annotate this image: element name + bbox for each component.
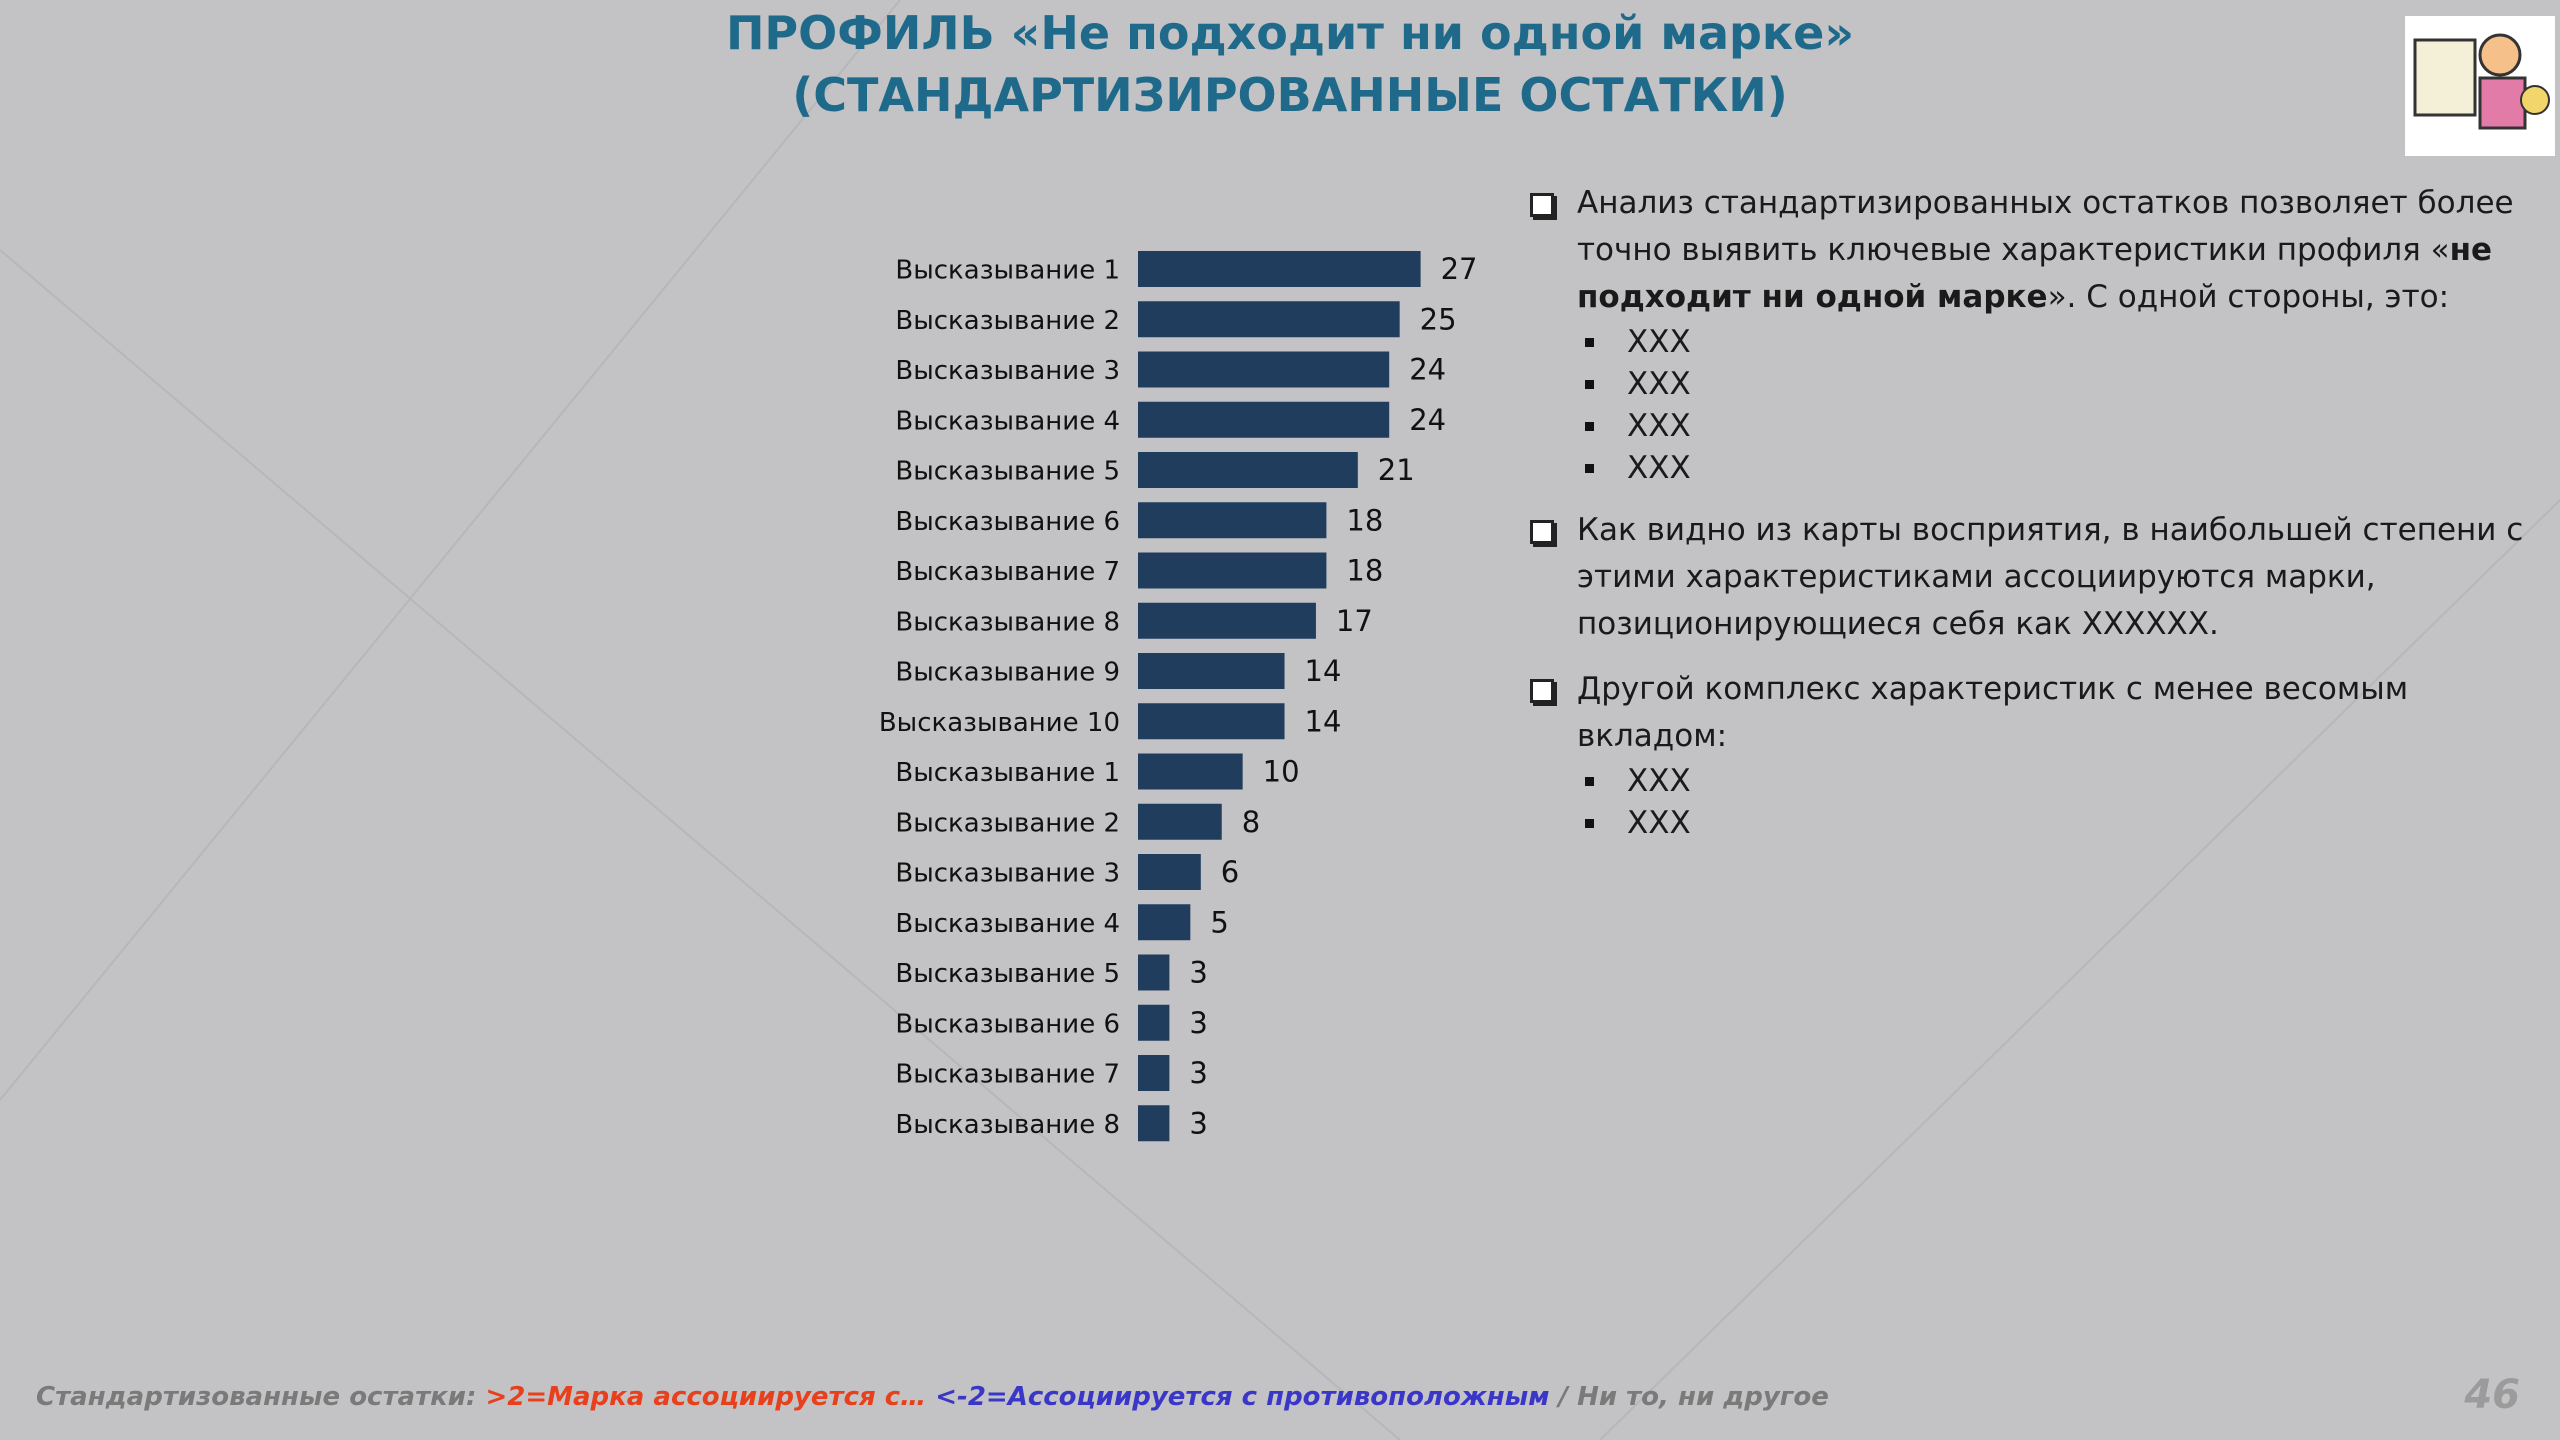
value-label: 14 (1305, 704, 1342, 738)
bar (1138, 452, 1358, 488)
bullet: Анализ стандартизированных остатков позв… (1530, 180, 2540, 489)
checkbox (1530, 520, 1554, 544)
category-label: Высказывание 1 (895, 758, 1120, 788)
value-label: 10 (1263, 755, 1300, 789)
footer-text: Стандартизованные остатки: (36, 1382, 486, 1412)
bullet-text: Другой комплекс характеристик с менее ве… (1577, 671, 2409, 754)
category-label: Высказывание 4 (895, 909, 1120, 939)
title-line: ПРОФИЛЬ «Не подходит ни одной марке» (725, 6, 1855, 60)
category-label: Высказывание 1 (895, 256, 1120, 286)
value-label: 3 (1189, 1106, 1207, 1140)
category-label: Высказывание 3 (895, 356, 1120, 386)
bar (1138, 954, 1170, 991)
value-label: 25 (1420, 302, 1457, 336)
bar (1138, 552, 1327, 589)
value-label: 17 (1336, 604, 1373, 638)
footer-text: <-2=Ассоциируется с противоположным (935, 1382, 1550, 1412)
category-label: Высказывание 9 (895, 658, 1120, 688)
category-label: Высказывание 8 (895, 607, 1120, 637)
value-label: 3 (1189, 1006, 1207, 1040)
bullet: Как видно из карты восприятия, в наиболь… (1530, 507, 2540, 648)
category-label: Высказывание 4 (895, 406, 1120, 436)
category-label: Высказывание 7 (895, 1060, 1120, 1090)
category-label: Высказывание 2 (895, 808, 1120, 838)
sub-item: XXX (1577, 447, 2540, 489)
bar (1138, 1055, 1170, 1091)
value-label: 27 (1441, 252, 1478, 286)
page-number: 46 (2464, 1372, 2520, 1418)
bullet-text: ». С одной стороны, это: (2047, 279, 2450, 315)
cartoon (2405, 16, 2555, 156)
category-label: Высказывание 8 (895, 1110, 1120, 1140)
sub-item: XXX (1577, 760, 2540, 802)
bar (1138, 753, 1243, 790)
sub-item: XXX (1577, 802, 2540, 844)
checkbox (1530, 193, 1554, 217)
bar (1138, 1105, 1170, 1142)
footer-text: >2=Марка ассоциируется с… (485, 1382, 927, 1412)
bar (1138, 251, 1421, 287)
sub-item: XXX (1577, 405, 2540, 447)
bullet-text: Анализ стандартизированных остатков позв… (1577, 185, 2514, 268)
bar (1138, 401, 1390, 438)
value-label: 21 (1378, 453, 1415, 487)
value-label: 3 (1189, 956, 1207, 990)
category-label: Высказывание 6 (895, 1009, 1120, 1039)
bar (1138, 502, 1327, 539)
value-label: 24 (1409, 403, 1446, 437)
category-label: Высказывание 5 (895, 959, 1120, 989)
bar (1138, 653, 1285, 689)
checkbox (1530, 679, 1554, 703)
category-label: Высказывание 6 (895, 507, 1120, 537)
bar (1138, 351, 1390, 388)
value-label: 18 (1346, 554, 1383, 588)
value-label: 24 (1409, 353, 1446, 387)
value-label: 3 (1189, 1056, 1207, 1090)
sub-item: XXX (1577, 321, 2540, 363)
bar (1138, 904, 1191, 941)
value-label: 6 (1221, 855, 1239, 889)
bar (1138, 854, 1201, 890)
bar (1138, 301, 1400, 338)
bullet-text: Как видно из карты восприятия, в наиболь… (1577, 512, 2524, 642)
bullet: Другой комплекс характеристик с менее ве… (1530, 666, 2540, 844)
text-panel: Анализ стандартизированных остатков позв… (1530, 180, 2540, 862)
bar (1138, 703, 1285, 740)
value-label: 14 (1305, 654, 1342, 688)
value-label: 18 (1346, 503, 1383, 537)
bar (1138, 803, 1222, 840)
bullet-text: не подходит ни одной марке (1577, 232, 2493, 315)
sub-item: XXX (1577, 363, 2540, 405)
value-label: 5 (1210, 905, 1228, 939)
category-label: Высказывание 7 (895, 557, 1120, 587)
title-line: (СТАНДАРТИЗИРОВАННЫЕ ОСТАТКИ) (792, 68, 1788, 122)
category-label: Высказывание 5 (895, 457, 1120, 487)
bar (1138, 1004, 1170, 1041)
value-label: 8 (1242, 805, 1260, 839)
bar (1138, 602, 1316, 639)
footer-text (926, 1382, 935, 1412)
category-label: Высказывание 10 (879, 708, 1120, 738)
category-label: Высказывание 3 (895, 859, 1120, 889)
category-label: Высказывание 2 (895, 306, 1120, 336)
footer-text: / Ни то, ни другое (1549, 1382, 1829, 1412)
footer: Стандартизованные остатки: >2=Марка ассо… (36, 1382, 1829, 1412)
